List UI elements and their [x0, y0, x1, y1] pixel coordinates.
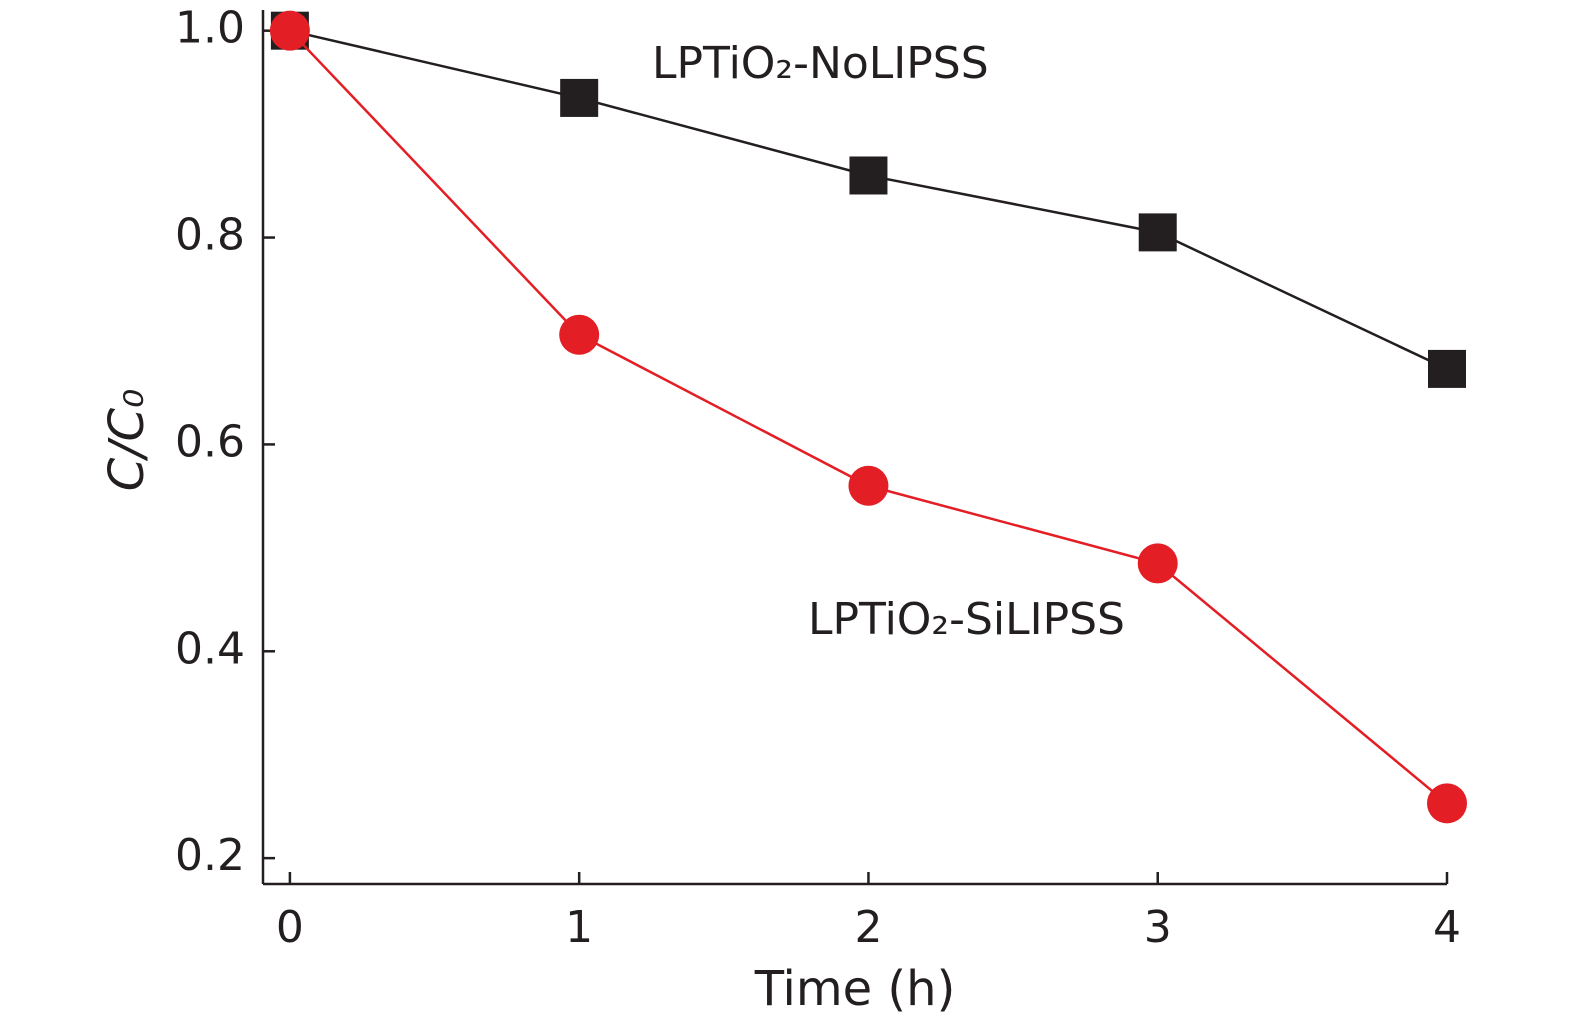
x-tick-label: 0 [276, 902, 304, 953]
marker [849, 156, 888, 195]
y-axis-label: C/C₀ [99, 389, 155, 491]
marker [1138, 213, 1177, 252]
marker [1427, 783, 1467, 824]
y-tick-label: 0.6 [175, 416, 245, 467]
series-line [288, 29, 1448, 805]
y-tick-label: 1.0 [175, 3, 245, 54]
x-tick-label: 1 [565, 902, 593, 953]
marker [1428, 349, 1466, 388]
x-tick-label: 2 [854, 902, 882, 953]
marker [848, 465, 889, 506]
marker [1137, 543, 1178, 584]
y-tick-label: 0.8 [175, 210, 245, 261]
y-tick-label: 0.4 [175, 623, 245, 674]
marker [559, 314, 600, 355]
x-axis-label: Time (h) [754, 961, 956, 1017]
series-label: LPTiO₂-SiLIPSS [808, 594, 1125, 645]
x-tick-label: 4 [1433, 902, 1461, 953]
y-tick-label: 0.2 [175, 830, 245, 881]
x-tick-label: 3 [1144, 902, 1172, 953]
series-label: LPTiO₂-NoLIPSS [652, 38, 989, 89]
marker [269, 10, 310, 51]
marker [560, 78, 599, 117]
